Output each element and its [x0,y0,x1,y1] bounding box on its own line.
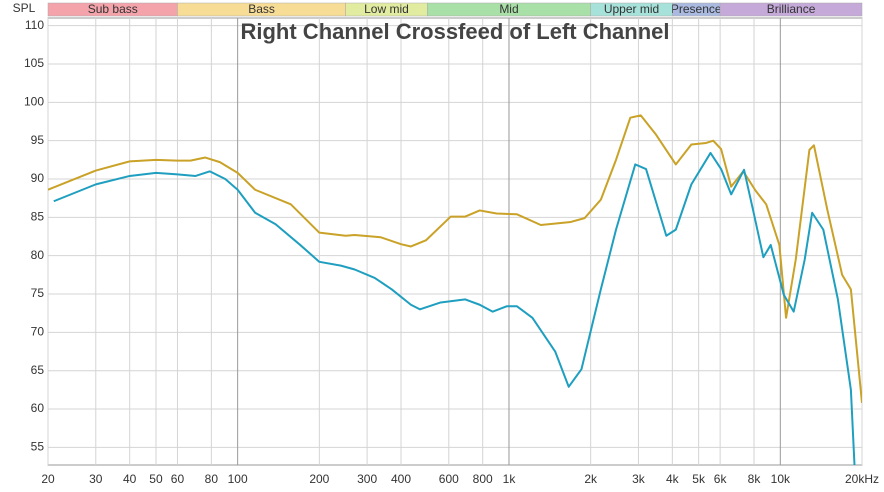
chart-title: Right Channel Crossfeed of Left Channel [240,19,669,44]
x-tick-label: 30 [89,472,103,486]
x-tick-label: 600 [439,472,459,486]
x-tick-label: 60 [171,472,185,486]
band-label: Bass [248,2,275,16]
y-tick-label: 70 [31,325,45,339]
band-label: Mid [499,2,518,16]
y-tick-label: 60 [31,401,45,415]
band-label: Upper mid [604,2,659,16]
band-label: Low mid [364,2,409,16]
curves [48,114,862,465]
y-tick-label: 110 [25,18,44,32]
x-tick-label: 4k [666,472,680,486]
grid [47,18,863,465]
y-tick-label: 65 [31,363,45,377]
x-tick-label: 200 [309,472,329,486]
band-label: Brilliance [767,2,816,16]
x-tick-label: 10k [771,472,791,486]
plot-area [47,17,863,466]
x-tick-label: 20 [41,472,55,486]
y-tick-label: 100 [24,95,44,109]
x-tick-label: 800 [473,472,493,486]
x-tick-label: 6k [714,472,728,486]
tick-labels: 55 60 65 70 75 80 85 90 95 100 105 110 20 30 40 50 60 80 1… [24,18,879,486]
x-tick-label: 20kHz [845,472,879,486]
x-tick-label: 5k [692,472,706,486]
x-tick-label: 40 [123,472,137,486]
x-tick-label: 300 [357,472,377,486]
y-tick-label: 95 [31,133,45,147]
band-label: Presence [671,2,722,16]
x-tick-label: 3k [632,472,646,486]
curve [53,151,856,465]
y-tick-label: 55 [31,440,45,454]
y-tick-label: 105 [24,56,44,70]
band-row: Sub bass Bass Low mid Mid Upper mid Presence B… [47,2,863,17]
y-tick-label: 80 [31,248,45,262]
band [719,2,863,17]
x-tick-label: 80 [205,472,219,486]
x-tick-label: 1k [503,472,517,486]
y-axis-label: SPL [13,1,36,15]
y-tick-label: 75 [31,286,45,300]
curve [48,114,862,403]
x-tick-label: 2k [584,472,598,486]
x-tick-label: 100 [228,472,248,486]
y-tick-label: 90 [31,171,45,185]
x-tick-label: 8k [748,472,762,486]
y-tick-label: 85 [31,210,45,224]
x-tick-label: 50 [149,472,163,486]
band-label: Sub bass [88,2,138,16]
x-tick-label: 400 [391,472,411,486]
